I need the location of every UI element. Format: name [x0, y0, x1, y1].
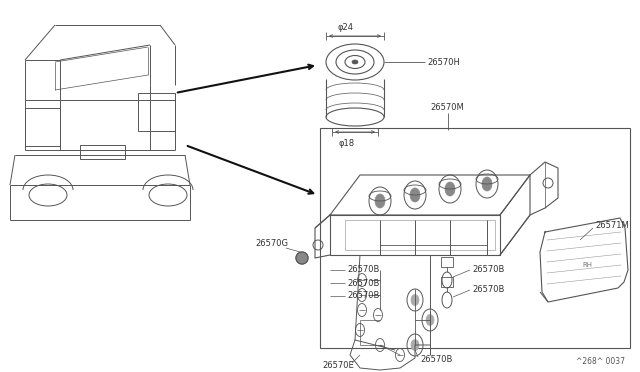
Bar	[80, 145, 125, 159]
Ellipse shape	[410, 188, 420, 202]
Text: 26570M: 26570M	[430, 103, 464, 112]
Bar	[441, 277, 453, 287]
Ellipse shape	[411, 340, 419, 350]
Text: 26570B: 26570B	[347, 266, 380, 275]
Bar	[138, 93, 175, 131]
Bar	[25, 108, 60, 146]
Text: 26570H: 26570H	[427, 58, 460, 67]
Ellipse shape	[375, 194, 385, 208]
Text: ^268^ 0037: ^268^ 0037	[576, 357, 625, 366]
Ellipse shape	[352, 60, 358, 64]
Text: 26570B: 26570B	[472, 285, 504, 295]
Ellipse shape	[426, 314, 434, 326]
Text: φ18: φ18	[339, 138, 355, 148]
Text: 26571M: 26571M	[595, 221, 628, 230]
Text: RH: RH	[582, 262, 592, 268]
Text: 26570G: 26570G	[255, 238, 288, 247]
Text: 26570B: 26570B	[472, 266, 504, 275]
Ellipse shape	[411, 295, 419, 305]
Text: 26570B: 26570B	[347, 279, 380, 288]
Bar	[441, 257, 453, 267]
Bar	[320, 128, 630, 348]
Ellipse shape	[482, 177, 492, 191]
Text: 26570B: 26570B	[347, 292, 380, 301]
Text: 26570E: 26570E	[322, 360, 354, 369]
Circle shape	[296, 252, 308, 264]
Text: 26570B: 26570B	[420, 356, 452, 365]
Text: φ24: φ24	[337, 22, 353, 32]
Ellipse shape	[445, 182, 455, 196]
